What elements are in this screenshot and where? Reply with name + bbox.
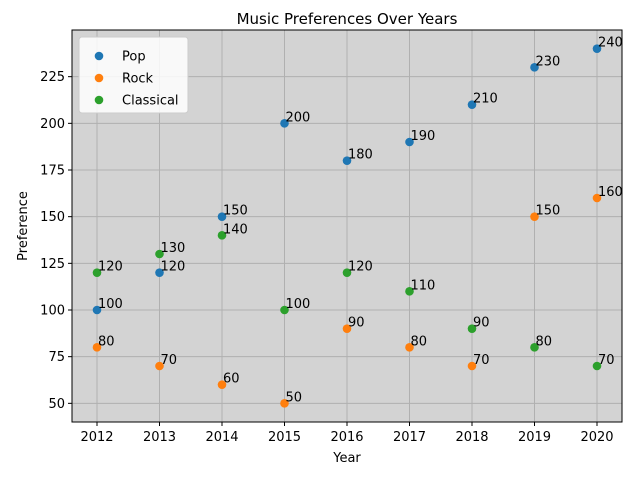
point-pop bbox=[280, 119, 289, 128]
data-label-classical: 120 bbox=[348, 260, 373, 275]
point-pop bbox=[405, 137, 414, 147]
x-tick-label: 2019 bbox=[518, 430, 551, 445]
data-label-rock: 60 bbox=[223, 372, 240, 387]
point-classical bbox=[280, 305, 289, 315]
data-label-rock: 50 bbox=[286, 390, 303, 405]
data-label-classical: 120 bbox=[98, 260, 123, 275]
point-rock bbox=[467, 361, 477, 371]
data-label-rock: 70 bbox=[161, 353, 178, 368]
x-axis-ticks: 2012 2013 2014 2015 2016 2017 2018 2019 2020 bbox=[80, 422, 614, 445]
x-tick-label: 2017 bbox=[393, 430, 426, 445]
data-label-pop: 100 bbox=[98, 297, 123, 312]
data-label-rock: 70 bbox=[473, 353, 490, 368]
data-label-rock: 160 bbox=[598, 185, 623, 200]
data-label-rock: 80 bbox=[98, 334, 115, 349]
data-label-pop: 240 bbox=[598, 36, 623, 51]
data-label-classical: 130 bbox=[161, 241, 186, 256]
data-label-pop: 180 bbox=[348, 148, 373, 163]
x-tick-label: 2018 bbox=[455, 430, 488, 445]
y-tick-label: 125 bbox=[40, 257, 65, 272]
data-labels: 100 120 150 200 180 190 210 230 240 80 70 60 50 90 80 7… bbox=[98, 36, 623, 406]
point-rock bbox=[217, 380, 227, 389]
data-label-pop: 210 bbox=[473, 92, 498, 107]
y-axis-ticks: 50 75 100 125 150 175 200 225 bbox=[40, 70, 72, 412]
y-tick-label: 175 bbox=[40, 164, 65, 179]
point-classical bbox=[155, 249, 164, 259]
plot-frame bbox=[71, 29, 623, 423]
data-label-classical: 80 bbox=[536, 334, 553, 349]
y-tick-label: 50 bbox=[48, 397, 65, 412]
legend-marker-classical bbox=[94, 95, 104, 105]
data-label-pop: 230 bbox=[536, 54, 561, 69]
y-axis-label: Preference bbox=[16, 191, 31, 261]
data-label-pop: 200 bbox=[286, 110, 311, 125]
data-label-classical: 100 bbox=[286, 297, 311, 312]
point-pop bbox=[92, 305, 102, 315]
point-rock bbox=[342, 324, 352, 333]
legend-label-rock: Rock bbox=[122, 72, 154, 87]
legend-marker-pop bbox=[94, 51, 104, 61]
x-tick-label: 2016 bbox=[330, 430, 363, 445]
y-tick-label: 200 bbox=[40, 117, 65, 132]
y-tick-label: 100 bbox=[40, 304, 65, 319]
x-tick-label: 2012 bbox=[80, 430, 113, 445]
data-label-pop: 150 bbox=[223, 204, 248, 219]
point-pop bbox=[592, 44, 602, 53]
data-label-rock: 150 bbox=[536, 204, 561, 219]
point-rock bbox=[155, 361, 164, 371]
point-rock bbox=[280, 399, 289, 408]
point-classical bbox=[467, 324, 477, 333]
grid bbox=[72, 30, 622, 422]
point-classical bbox=[405, 287, 414, 296]
x-tick-label: 2014 bbox=[205, 430, 238, 445]
legend-marker-rock bbox=[94, 73, 104, 83]
point-classical bbox=[342, 268, 352, 277]
data-label-classical: 70 bbox=[598, 353, 615, 368]
point-classical bbox=[92, 268, 102, 277]
legend-label-pop: Pop bbox=[122, 50, 146, 65]
point-rock bbox=[592, 193, 602, 203]
x-tick-label: 2015 bbox=[268, 430, 301, 445]
legend-box bbox=[78, 36, 189, 114]
data-label-pop: 190 bbox=[411, 129, 436, 144]
point-classical bbox=[217, 231, 227, 240]
legend-label-classical: Classical bbox=[122, 94, 179, 109]
x-tick-label: 2020 bbox=[580, 430, 613, 445]
point-pop bbox=[530, 63, 539, 72]
legend: Pop Rock Classical bbox=[78, 36, 189, 114]
y-tick-label: 150 bbox=[40, 210, 65, 225]
data-label-classical: 110 bbox=[411, 278, 436, 293]
point-pop bbox=[342, 156, 352, 165]
point-rock bbox=[530, 212, 539, 221]
y-tick-label: 225 bbox=[40, 70, 65, 85]
chart-title: Music Preferences Over Years bbox=[237, 10, 458, 28]
point-classical bbox=[592, 361, 602, 371]
point-classical bbox=[530, 343, 539, 352]
data-label-rock: 90 bbox=[348, 316, 365, 331]
point-rock bbox=[92, 343, 102, 352]
point-pop bbox=[217, 212, 227, 221]
data-points bbox=[92, 44, 602, 408]
data-label-pop: 120 bbox=[161, 260, 186, 275]
x-tick-label: 2013 bbox=[143, 430, 176, 445]
point-pop bbox=[467, 100, 477, 109]
data-label-classical: 90 bbox=[473, 316, 490, 331]
data-label-rock: 80 bbox=[411, 334, 428, 349]
data-label-classical: 140 bbox=[223, 222, 248, 237]
y-tick-label: 75 bbox=[48, 350, 65, 365]
x-axis-label: Year bbox=[332, 451, 361, 466]
point-rock bbox=[405, 343, 414, 352]
point-pop bbox=[155, 268, 164, 277]
